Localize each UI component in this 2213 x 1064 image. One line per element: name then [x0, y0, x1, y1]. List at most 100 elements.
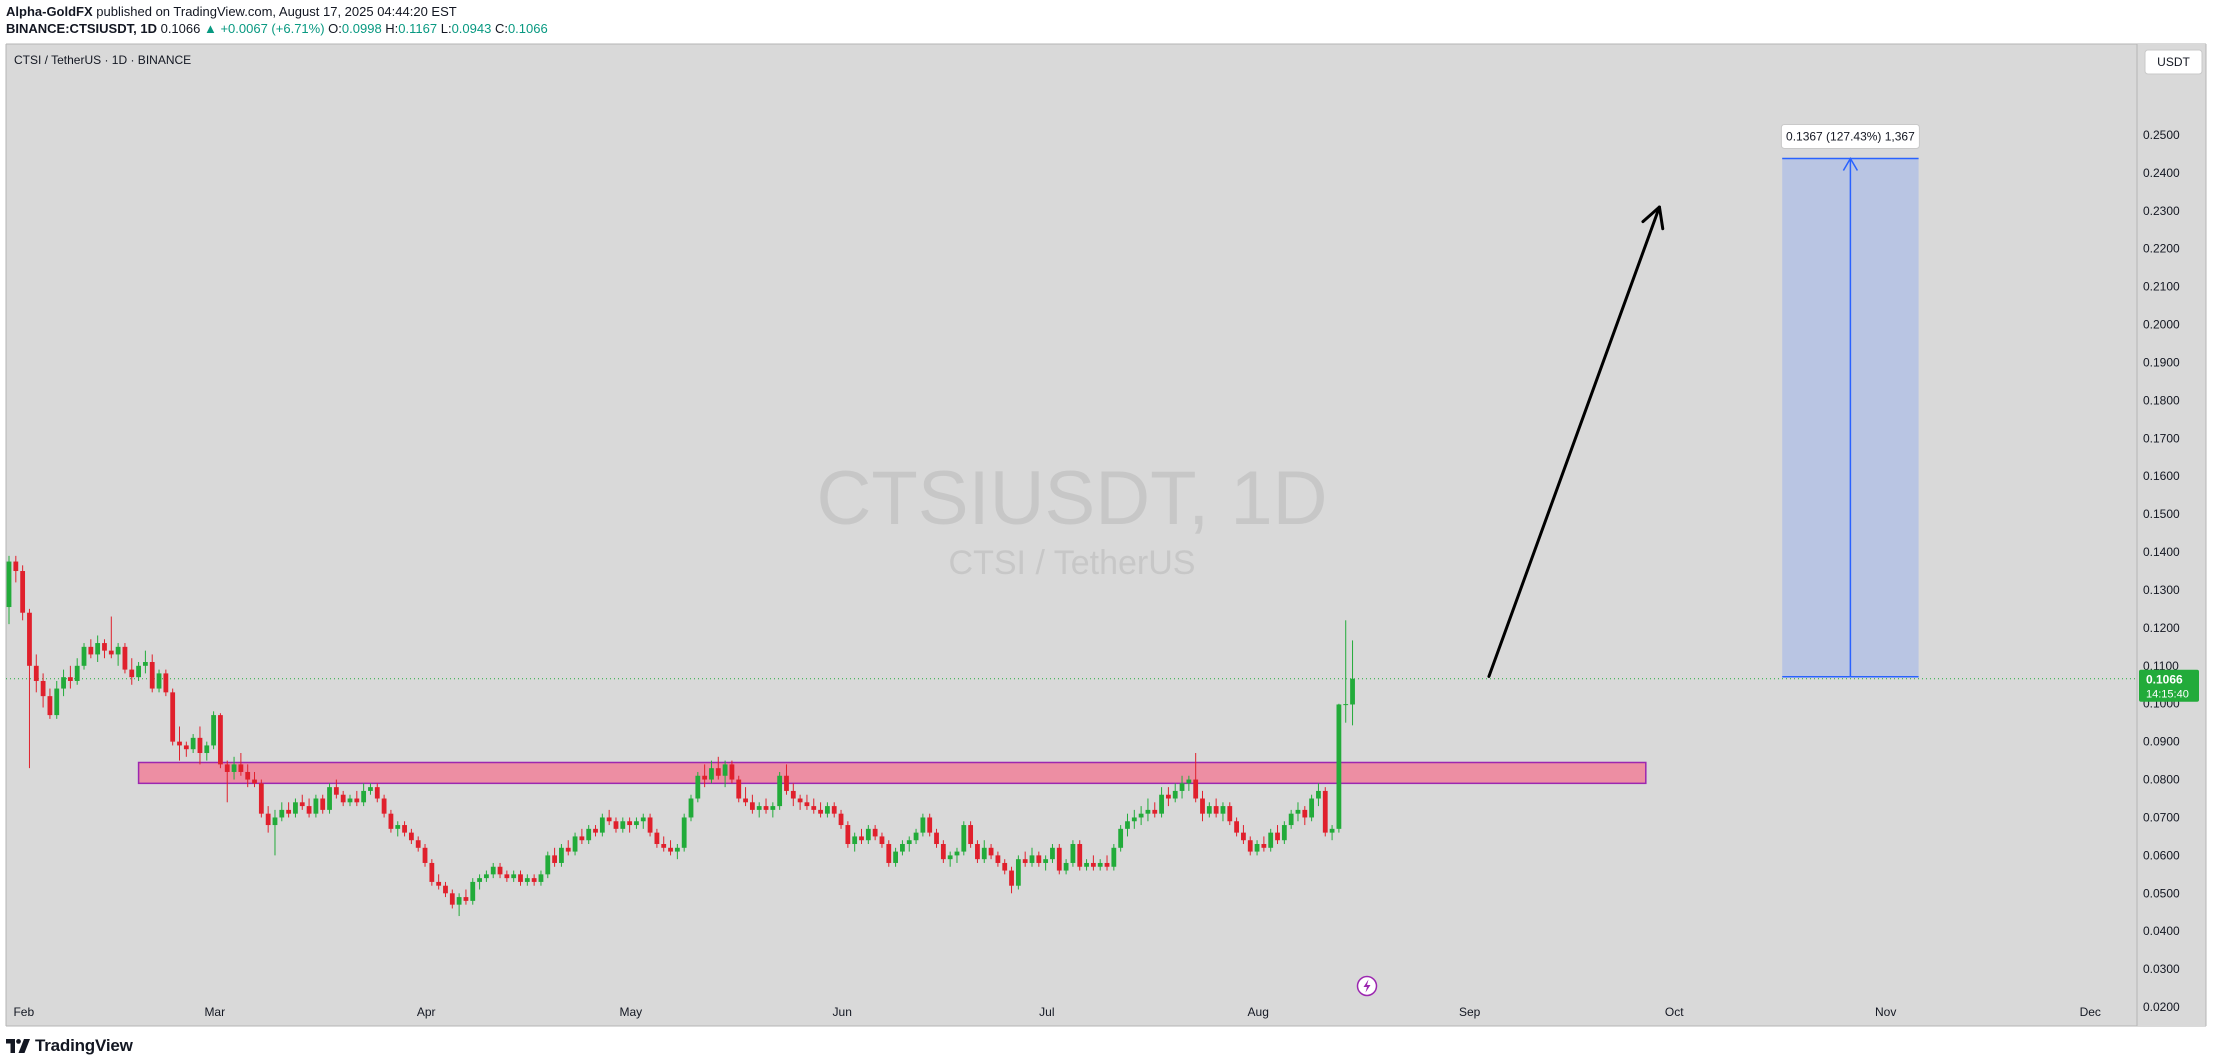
candle[interactable]: [20, 565, 26, 621]
candle[interactable]: [838, 809, 844, 829]
candle[interactable]: [674, 844, 680, 860]
candle[interactable]: [408, 828, 414, 845]
candle[interactable]: [968, 821, 974, 848]
lightning-icon[interactable]: [1356, 975, 1378, 997]
candle[interactable]: [934, 828, 939, 848]
candle[interactable]: [102, 639, 107, 659]
candle[interactable]: [886, 840, 892, 867]
candle[interactable]: [395, 821, 401, 837]
candle[interactable]: [429, 859, 435, 886]
candle[interactable]: [1125, 813, 1130, 837]
candle[interactable]: [511, 870, 517, 882]
candle[interactable]: [811, 798, 817, 814]
candle[interactable]: [579, 828, 585, 845]
candle[interactable]: [163, 669, 169, 697]
candle[interactable]: [149, 654, 155, 693]
candle[interactable]: [108, 616, 114, 659]
candle[interactable]: [443, 881, 448, 898]
candle[interactable]: [252, 771, 257, 788]
candle[interactable]: [1193, 753, 1199, 803]
support-zone[interactable]: [137, 761, 1647, 785]
candle[interactable]: [790, 783, 796, 807]
candle[interactable]: [695, 771, 701, 803]
candle[interactable]: [777, 771, 783, 810]
candle[interactable]: [1234, 817, 1239, 837]
candle[interactable]: [1288, 809, 1294, 829]
candle[interactable]: [1329, 825, 1335, 841]
candle[interactable]: [1247, 836, 1253, 856]
candle[interactable]: [688, 794, 694, 822]
candle[interactable]: [927, 813, 933, 837]
candle[interactable]: [756, 802, 762, 818]
candle[interactable]: [1227, 802, 1233, 826]
candle[interactable]: [81, 643, 87, 670]
candle[interactable]: [456, 893, 462, 917]
projection-arrow[interactable]: [1487, 205, 1661, 678]
candle[interactable]: [627, 817, 633, 833]
candle[interactable]: [702, 764, 708, 788]
candle[interactable]: [88, 639, 94, 659]
candle[interactable]: [1111, 844, 1117, 871]
candle[interactable]: [1029, 847, 1035, 867]
candle[interactable]: [368, 783, 373, 795]
candle[interactable]: [1261, 836, 1267, 852]
candle[interactable]: [1070, 840, 1076, 867]
candle[interactable]: [1056, 844, 1062, 875]
candle[interactable]: [33, 654, 39, 693]
candle[interactable]: [1295, 802, 1301, 822]
candle[interactable]: [954, 847, 960, 863]
candle[interactable]: [565, 840, 571, 856]
candle[interactable]: [374, 783, 380, 803]
candle[interactable]: [40, 673, 46, 708]
candle[interactable]: [265, 806, 271, 833]
candle[interactable]: [872, 825, 878, 841]
price-axis[interactable]: [2137, 44, 2206, 1026]
candle[interactable]: [74, 658, 80, 685]
candle[interactable]: [545, 851, 551, 879]
candle[interactable]: [1186, 775, 1192, 791]
candle[interactable]: [347, 794, 353, 807]
candle[interactable]: [183, 741, 189, 757]
candle[interactable]: [1152, 802, 1158, 818]
candle[interactable]: [961, 821, 967, 856]
candle[interactable]: [865, 825, 871, 845]
candle[interactable]: [1200, 790, 1205, 822]
candle[interactable]: [763, 798, 769, 814]
candle[interactable]: [1268, 828, 1274, 852]
candle[interactable]: [333, 779, 339, 799]
candle[interactable]: [279, 802, 285, 822]
candle[interactable]: [258, 779, 264, 818]
candle[interactable]: [1166, 787, 1171, 807]
candle[interactable]: [1036, 851, 1042, 867]
candle[interactable]: [634, 817, 639, 829]
candle[interactable]: [388, 809, 394, 833]
candle[interactable]: [620, 817, 626, 833]
candle[interactable]: [845, 821, 851, 848]
candle[interactable]: [449, 889, 455, 909]
candle[interactable]: [1281, 821, 1287, 845]
candle[interactable]: [156, 669, 162, 693]
candle[interactable]: [818, 802, 823, 818]
candle[interactable]: [906, 836, 912, 852]
candle[interactable]: [354, 790, 360, 807]
candle[interactable]: [54, 680, 60, 719]
candle[interactable]: [770, 802, 776, 818]
candle[interactable]: [879, 832, 885, 848]
candle[interactable]: [784, 764, 789, 795]
candle[interactable]: [797, 794, 803, 810]
candle[interactable]: [504, 870, 510, 882]
candle[interactable]: [722, 760, 728, 788]
candle[interactable]: [975, 840, 980, 863]
candle[interactable]: [490, 862, 496, 879]
candle[interactable]: [218, 713, 223, 769]
candle[interactable]: [1077, 840, 1083, 871]
candle[interactable]: [559, 844, 564, 867]
candle[interactable]: [825, 802, 830, 818]
candle[interactable]: [231, 756, 237, 780]
candle[interactable]: [988, 844, 994, 860]
candle[interactable]: [647, 813, 653, 837]
candle[interactable]: [995, 851, 1001, 867]
candle[interactable]: [1172, 783, 1178, 803]
candle[interactable]: [299, 794, 305, 810]
candle[interactable]: [1063, 859, 1069, 875]
